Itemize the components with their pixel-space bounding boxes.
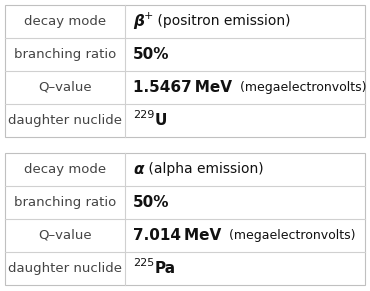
Text: daughter nuclide: daughter nuclide — [8, 114, 122, 127]
Text: Pa: Pa — [154, 261, 175, 276]
Text: decay mode: decay mode — [24, 15, 106, 28]
Text: 225: 225 — [133, 258, 154, 267]
Text: branching ratio: branching ratio — [14, 196, 116, 209]
Text: 50%: 50% — [133, 195, 169, 210]
Text: +: + — [144, 10, 153, 21]
Text: branching ratio: branching ratio — [14, 48, 116, 61]
Bar — [5, 5, 365, 137]
Text: 1.5467 MeV: 1.5467 MeV — [133, 80, 232, 95]
Text: 50%: 50% — [133, 47, 169, 62]
Text: Q–value: Q–value — [38, 81, 92, 94]
Bar — [5, 153, 365, 285]
Text: (positron emission): (positron emission) — [153, 15, 291, 29]
Text: (megaelectronvolts): (megaelectronvolts) — [232, 81, 367, 94]
Text: β: β — [133, 14, 144, 29]
Text: U: U — [154, 113, 167, 128]
Text: 7.014 MeV: 7.014 MeV — [133, 228, 221, 243]
Text: daughter nuclide: daughter nuclide — [8, 262, 122, 275]
Text: (alpha emission): (alpha emission) — [144, 162, 263, 177]
Text: (megaelectronvolts): (megaelectronvolts) — [221, 229, 356, 242]
Text: 229: 229 — [133, 109, 154, 120]
Text: α: α — [133, 162, 144, 177]
Text: decay mode: decay mode — [24, 163, 106, 176]
Text: Q–value: Q–value — [38, 229, 92, 242]
